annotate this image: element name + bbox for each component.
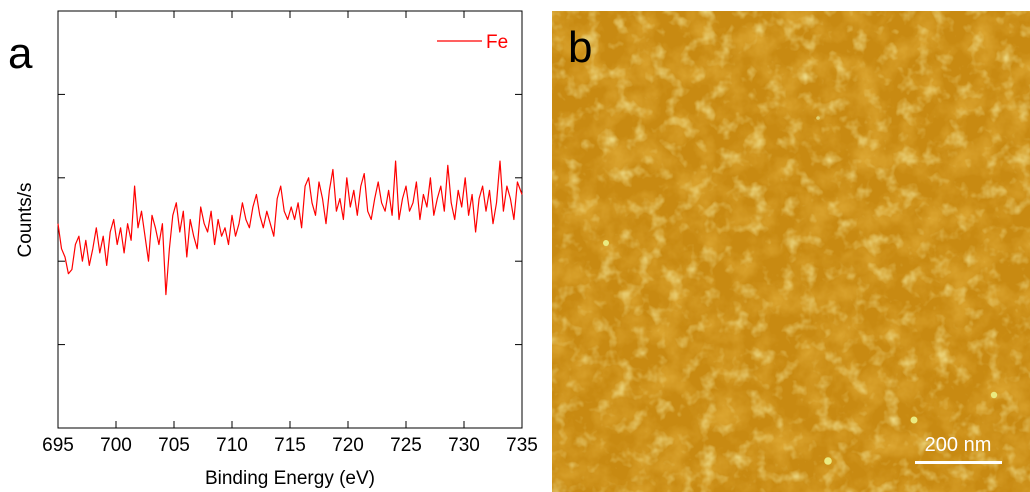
legend-label-fe: Fe	[486, 32, 508, 53]
afm-particle	[824, 457, 832, 465]
x-axis-ticks	[57, 11, 523, 428]
x-tick-label: 705	[158, 435, 190, 456]
scale-bar	[915, 461, 1002, 464]
y-axis-ticks	[58, 93, 522, 346]
x-tick-label: 735	[506, 435, 538, 456]
x-tick-label: 700	[100, 435, 132, 456]
xps-panel: a 695 700 705 710 715 720 725 730 735 Binding En…	[8, 10, 538, 489]
panel-label-a: a	[8, 29, 33, 78]
afm-particle	[990, 391, 998, 399]
legend: Fe	[437, 32, 508, 53]
x-tick-label: 725	[390, 435, 422, 456]
afm-particle	[910, 416, 918, 424]
x-axis-tick-labels: 695 700 705 710 715 720 725 730 735	[42, 435, 538, 456]
y-axis-label: Counts/s	[15, 183, 36, 258]
afm-light-texture	[552, 11, 1030, 492]
x-axis-label: Binding Energy (eV)	[205, 468, 375, 489]
x-tick-label: 730	[448, 435, 480, 456]
series-line-fe	[57, 160, 523, 296]
afm-particle	[603, 240, 609, 246]
plot-frame	[57, 10, 523, 429]
scale-bar-label: 200 nm	[925, 434, 992, 456]
x-tick-label: 710	[216, 435, 248, 456]
x-tick-label: 715	[274, 435, 306, 456]
panel-label-b: b	[568, 23, 592, 72]
afm-image-panel: b 200 nm	[552, 11, 1030, 492]
x-tick-label: 720	[332, 435, 364, 456]
afm-particle	[816, 116, 820, 120]
x-tick-label: 695	[42, 435, 74, 456]
